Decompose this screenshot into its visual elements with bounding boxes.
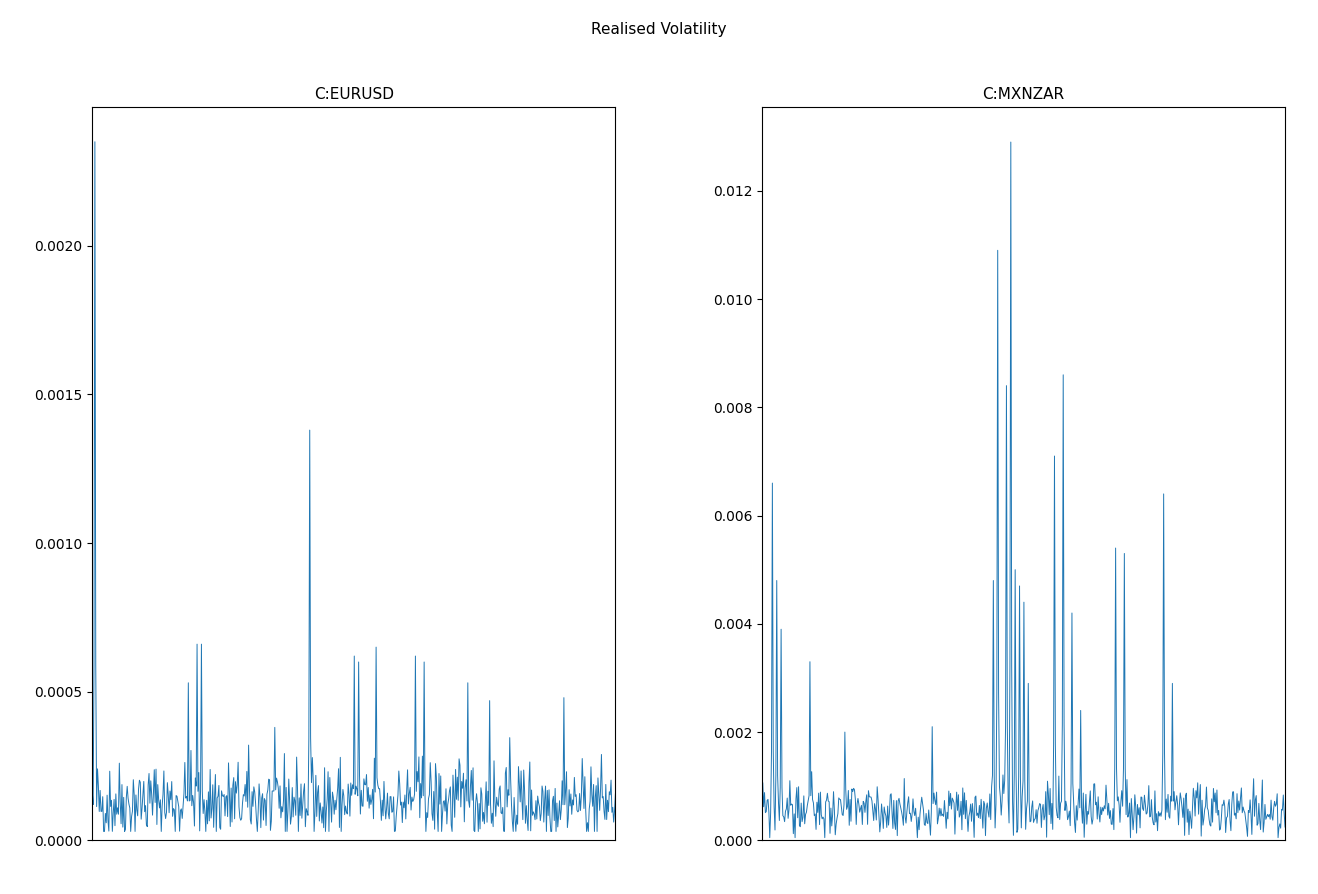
Text: Realised Volatility: Realised Volatility (592, 22, 726, 38)
Title: C:MXNZAR: C:MXNZAR (982, 87, 1065, 102)
Title: C:EURUSD: C:EURUSD (314, 87, 394, 102)
